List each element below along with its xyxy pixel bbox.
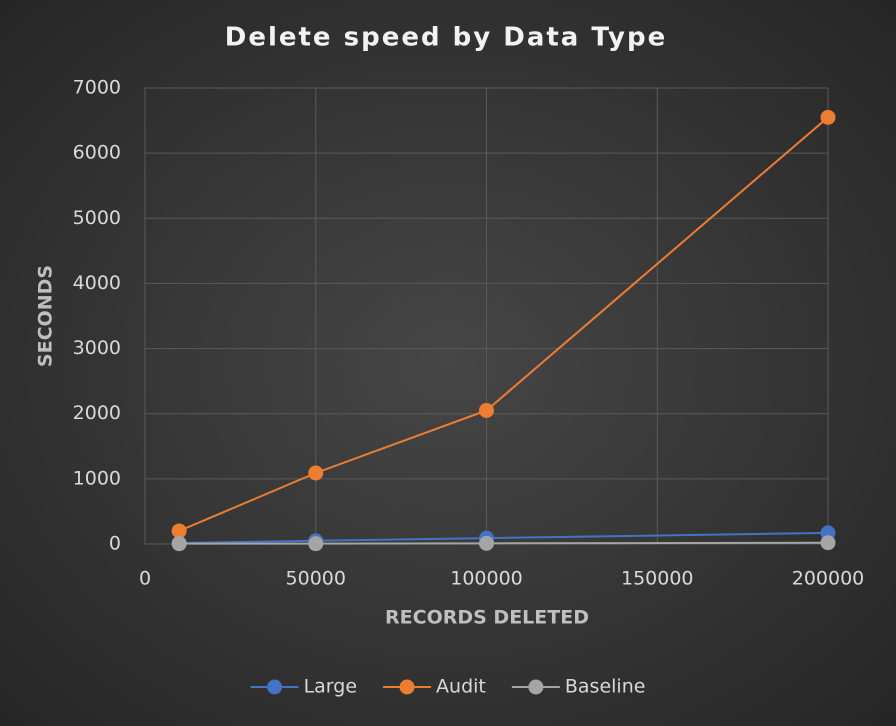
x-tick-label: 50000 bbox=[286, 568, 346, 590]
marker bbox=[171, 536, 187, 552]
grid: 0 1000 2000 3000 4000 5000 6000 7000 0 50000 10000… bbox=[73, 77, 865, 590]
y-tick-label: 7000 bbox=[73, 77, 121, 99]
marker bbox=[308, 465, 324, 481]
y-tick-label: 6000 bbox=[73, 142, 121, 164]
marker bbox=[820, 535, 836, 551]
legend: Large Audit Baseline bbox=[250, 676, 646, 698]
marker bbox=[171, 523, 187, 539]
legend-marker bbox=[267, 679, 283, 695]
y-tick-label: 5000 bbox=[73, 207, 121, 229]
series-line bbox=[178, 116, 829, 532]
marker bbox=[820, 109, 836, 125]
marker bbox=[308, 536, 324, 552]
x-tick-label: 0 bbox=[139, 568, 151, 590]
legend-marker bbox=[528, 679, 544, 695]
series-line bbox=[179, 531, 829, 545]
y-tick-label: 3000 bbox=[73, 337, 121, 359]
legend-marker bbox=[399, 679, 415, 695]
marker bbox=[479, 402, 494, 418]
y-tick-label: 4000 bbox=[73, 272, 121, 294]
legend-label: Large bbox=[304, 676, 357, 698]
y-tick-label: 0 bbox=[109, 533, 121, 555]
y-tick-label: 1000 bbox=[73, 467, 121, 489]
y-tick-label: 2000 bbox=[73, 402, 121, 424]
plot bbox=[171, 109, 836, 552]
x-axis-title: RECORDS DELETED bbox=[385, 607, 589, 629]
legend-label: Audit bbox=[436, 676, 486, 698]
x-tick-label: 150000 bbox=[621, 568, 694, 590]
chart-title: Delete speed by Data Type bbox=[225, 23, 668, 53]
x-tick-label: 100000 bbox=[450, 568, 523, 590]
legend-label: Baseline bbox=[565, 676, 646, 698]
marker bbox=[479, 535, 494, 551]
legend-item: Large bbox=[250, 676, 357, 698]
legend-item: Baseline bbox=[511, 676, 646, 698]
y-axis-title: SECONDS bbox=[35, 265, 57, 367]
x-tick-label: 200000 bbox=[792, 568, 865, 590]
legend-item: Audit bbox=[383, 676, 486, 698]
series-line bbox=[179, 541, 829, 545]
